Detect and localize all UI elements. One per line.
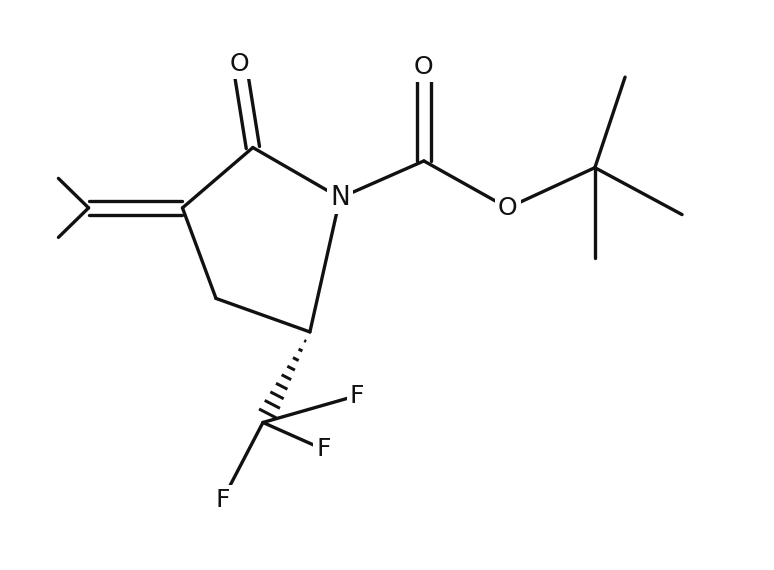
Text: F: F bbox=[316, 437, 330, 461]
Text: F: F bbox=[215, 487, 230, 512]
Text: F: F bbox=[350, 384, 364, 408]
Text: O: O bbox=[414, 55, 433, 79]
Text: O: O bbox=[498, 196, 518, 220]
Text: O: O bbox=[230, 52, 249, 76]
Text: N: N bbox=[330, 185, 350, 211]
